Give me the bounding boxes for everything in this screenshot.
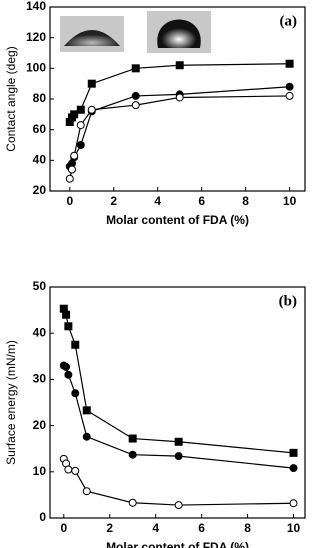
marker: [82, 432, 91, 441]
y-tick-label: 10: [33, 464, 47, 478]
x-tick-label: 0: [60, 521, 67, 535]
x-tick-label: 8: [242, 194, 249, 208]
y-tick-label: 80: [33, 91, 47, 105]
marker: [289, 448, 298, 457]
marker: [87, 79, 96, 88]
marker: [62, 362, 71, 371]
y-tick-label: 60: [33, 122, 47, 136]
panel-label: (a): [280, 13, 298, 29]
x-tick-label: 4: [154, 194, 161, 208]
marker: [76, 105, 85, 114]
x-tick-label: 0: [66, 194, 73, 208]
inset-photo: [60, 11, 211, 53]
marker: [131, 101, 140, 110]
marker: [70, 151, 79, 160]
marker: [289, 499, 298, 508]
marker: [174, 437, 183, 446]
marker: [82, 487, 91, 496]
marker: [76, 141, 85, 149]
fit-curve: [69, 95, 290, 179]
marker: [128, 450, 137, 459]
plot-frame: [49, 286, 306, 519]
marker: [64, 370, 73, 379]
y-tick-label: 120: [26, 30, 46, 44]
marker: [67, 165, 76, 174]
x-tick-label: 10: [283, 194, 297, 208]
x-tick-label: 4: [152, 521, 159, 535]
marker: [174, 501, 183, 510]
x-axis-label: Molar content of FDA (%): [106, 213, 249, 227]
marker: [175, 93, 184, 102]
fit-curve: [63, 458, 294, 506]
marker: [285, 91, 294, 100]
marker: [174, 452, 183, 461]
x-tick-label: 2: [110, 194, 117, 208]
marker: [285, 82, 294, 91]
y-tick-label: 50: [33, 279, 47, 293]
y-tick-label: 40: [33, 325, 47, 339]
y-tick-label: 20: [33, 418, 47, 432]
panel-label: (b): [279, 293, 297, 309]
marker: [71, 389, 80, 398]
marker: [64, 322, 73, 331]
y-tick-label: 100: [26, 61, 46, 75]
marker: [71, 340, 80, 349]
x-tick-label: 10: [287, 521, 301, 535]
y-axis-label: Surface energy (mN/m): [4, 340, 18, 465]
x-tick-label: 2: [106, 521, 113, 535]
marker: [285, 59, 294, 68]
x-tick-label: 6: [198, 194, 205, 208]
marker: [71, 466, 80, 475]
marker: [62, 310, 71, 319]
y-tick-label: 140: [26, 0, 46, 13]
marker: [87, 105, 96, 114]
marker: [131, 91, 140, 100]
y-tick-label: 40: [33, 153, 47, 167]
y-axis-label: Contact angle (deg): [4, 46, 18, 151]
marker: [76, 121, 85, 130]
marker: [70, 110, 79, 119]
marker: [65, 174, 74, 183]
x-axis-label: Molar content of FDA (%): [106, 540, 249, 548]
y-tick-label: 30: [33, 372, 47, 386]
y-tick-label: 0: [39, 510, 46, 524]
marker: [82, 406, 91, 415]
marker: [131, 64, 140, 73]
x-tick-label: 8: [244, 521, 251, 535]
marker: [175, 61, 184, 70]
marker: [289, 464, 298, 473]
marker: [128, 434, 137, 443]
marker: [64, 465, 73, 474]
y-tick-label: 20: [33, 183, 47, 197]
fit-curve: [63, 308, 294, 454]
marker: [128, 498, 137, 507]
x-tick-label: 6: [198, 521, 205, 535]
